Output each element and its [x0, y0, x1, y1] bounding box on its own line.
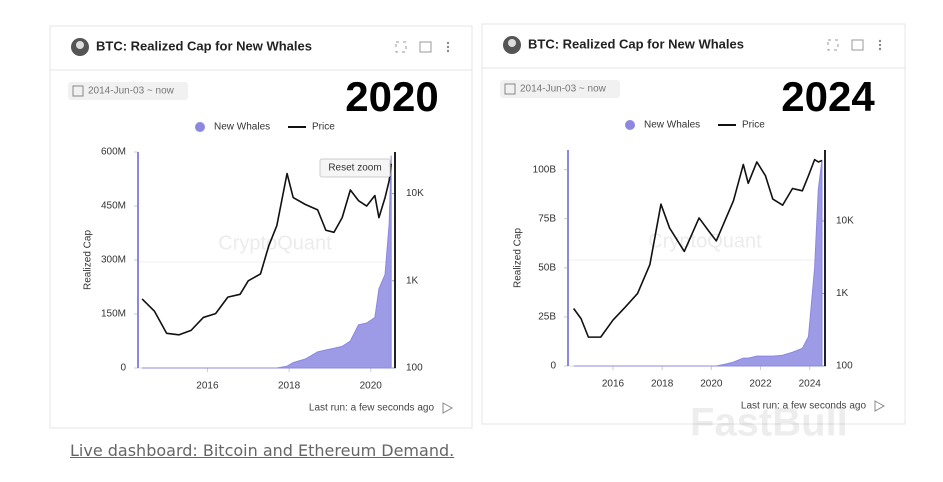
- expand-icon[interactable]: [395, 41, 407, 53]
- x-tick-label: 2020: [360, 381, 383, 392]
- y-tick-label: 600M: [101, 147, 126, 158]
- y2-tick-label: 1K: [406, 275, 419, 286]
- x-tick-label: 2016: [196, 381, 219, 392]
- y-tick-label: 25B: [538, 312, 556, 323]
- menu-dot: [878, 39, 882, 43]
- calendar-icon: [72, 85, 84, 97]
- panel-title: BTC: Realized Cap for New Whales: [528, 36, 744, 51]
- date-range-box: [500, 80, 620, 98]
- price-line: [573, 158, 823, 338]
- overlay-year: 2020: [345, 73, 438, 120]
- legend-label: Price: [312, 122, 335, 133]
- chart-watermark: CryptoQuant: [648, 230, 762, 252]
- menu-dot: [446, 49, 450, 53]
- watermark: FastBull: [690, 401, 848, 445]
- menu-dot: [446, 45, 450, 49]
- y2-tick-label: 10K: [406, 188, 424, 199]
- x-tick-label: 2020: [700, 379, 723, 390]
- x-tick-label: 2018: [651, 379, 674, 390]
- chart-watermark: CryptoQuant: [218, 232, 332, 254]
- x-tick-label: 2024: [799, 379, 822, 390]
- date-range-box: [68, 82, 188, 100]
- y-tick-label: 50B: [538, 262, 556, 273]
- area: [573, 159, 823, 367]
- y2-tick-label: 100: [406, 363, 423, 374]
- x-tick-label: 2016: [602, 379, 625, 390]
- y2-tick-label: 10K: [836, 216, 854, 227]
- y-tick-label: 100B: [533, 164, 557, 175]
- price-line: [141, 163, 392, 336]
- legend-label: New Whales: [214, 122, 270, 133]
- export-icon[interactable]: [851, 39, 864, 51]
- y2-tick-label: 1K: [836, 288, 849, 299]
- avatar-face: [76, 41, 84, 49]
- y-axis-label: Realized Cap: [513, 228, 524, 288]
- last-run: Last run: a few seconds ago: [309, 403, 435, 414]
- panel-title: BTC: Realized Cap for New Whales: [96, 38, 312, 53]
- y-tick-label: 75B: [538, 213, 556, 224]
- date-range: 2014-Jun-03 ~ now: [520, 84, 607, 95]
- legend-swatch: [625, 120, 635, 130]
- dashboard-link[interactable]: Live dashboard: Bitcoin and Ethereum Dem…: [70, 441, 455, 460]
- y-tick-label: 450M: [101, 201, 126, 212]
- export-icon[interactable]: [419, 41, 432, 53]
- y-axis-label: Realized Cap: [83, 230, 94, 290]
- legend-label: New Whales: [644, 120, 700, 131]
- y-tick-label: 300M: [101, 255, 126, 266]
- reset-zoom-label: Reset zoom: [328, 163, 381, 174]
- overlay-year: 2024: [781, 73, 875, 120]
- avatar-face: [508, 39, 516, 47]
- y-tick-label: 0: [550, 361, 556, 372]
- x-tick-label: 2022: [749, 379, 772, 390]
- last-run: Last run: a few seconds ago: [741, 401, 867, 412]
- date-range: 2014-Jun-03 ~ now: [88, 86, 175, 97]
- y-tick-label: 150M: [101, 309, 126, 320]
- x-tick-label: 2018: [278, 381, 301, 392]
- legend-label: Price: [742, 120, 765, 131]
- menu-dot: [878, 43, 882, 47]
- y-tick-label: 0: [120, 363, 126, 374]
- menu-dot: [446, 41, 450, 45]
- run-icon[interactable]: [442, 402, 454, 414]
- expand-icon[interactable]: [827, 39, 839, 51]
- area: [142, 155, 392, 369]
- menu-dot: [878, 47, 882, 51]
- run-icon[interactable]: [874, 400, 886, 412]
- reset-zoom-button[interactable]: [319, 158, 391, 178]
- legend-swatch: [195, 122, 205, 132]
- calendar-icon: [504, 83, 516, 95]
- y2-tick-label: 100: [836, 361, 853, 372]
